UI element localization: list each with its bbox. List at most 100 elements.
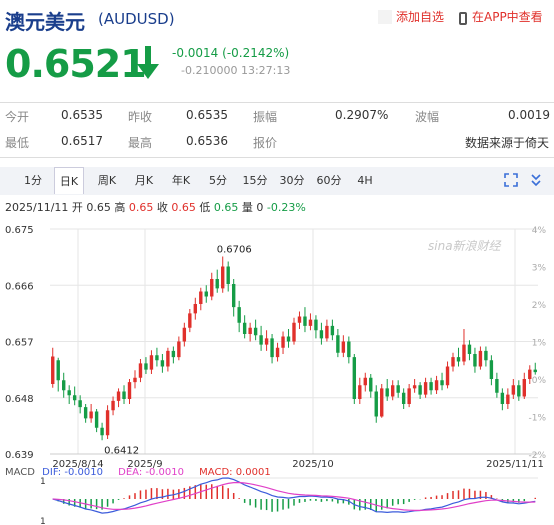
macd-dea-line — [52, 481, 536, 511]
macd-value: MACD: 0.0001 — [199, 467, 271, 478]
x-axis-labels: 2025/8/14 2025/9 2025/10 2025/11/11 — [52, 459, 543, 470]
candle-body — [511, 385, 516, 395]
macd-axis-bottom: 1 — [40, 517, 46, 525]
candle-body — [270, 338, 274, 358]
ohlc-open: 0.65 — [86, 201, 111, 214]
tab-5min[interactable]: 5分 — [209, 174, 227, 187]
candle-body — [369, 377, 373, 392]
pct-tick-label: 4% — [532, 226, 547, 236]
ohlc-volume: 0 — [256, 201, 264, 214]
candle-body — [242, 322, 247, 334]
pct-tick-label: -2% — [528, 451, 546, 461]
stat-label-prev-close: 昨收 — [128, 110, 153, 124]
candle-body — [259, 335, 263, 345]
candle-body — [127, 382, 132, 399]
x-axis-label: 2025/11/11 — [486, 459, 544, 470]
ohlc-readout: 2025/11/11 开 0.65 高 0.65 收 0.65 低 0.65 量… — [5, 199, 306, 215]
candle-body — [478, 350, 483, 367]
candle-body — [231, 284, 236, 308]
ohlc-date: 2025/11/11 — [5, 201, 69, 214]
candle-body — [253, 327, 258, 336]
candle-body — [385, 388, 389, 397]
candle-body — [149, 355, 154, 370]
watermark-text: sina新浪财经 — [428, 239, 503, 253]
candle-body — [62, 380, 66, 391]
stat-label-amplitude: 振幅 — [253, 110, 278, 124]
tab-yearly[interactable]: 年K — [171, 174, 191, 187]
macd-legend: MACD DIF: -0.0010 DEA: -0.0010 MACD: 0.0… — [5, 467, 271, 478]
tab-1min[interactable]: 1分 — [24, 174, 42, 187]
add-watchlist-button[interactable]: 添加自选 — [378, 8, 444, 25]
tab-30min[interactable]: 30分 — [279, 174, 305, 187]
candle-body — [83, 407, 88, 419]
stat-label-high: 最高 — [128, 136, 153, 150]
candle-body — [248, 327, 252, 334]
pct-tick-label: 1% — [532, 339, 547, 349]
ohlc-low-label: 低 — [199, 201, 211, 214]
stat-value-prev-close: 0.6535 — [186, 108, 228, 122]
stat-value-low: 0.6517 — [61, 134, 103, 148]
candle-body — [182, 327, 187, 342]
ohlc-vol-label: 量 — [241, 201, 253, 214]
tab-15min[interactable]: 15分 — [242, 174, 268, 187]
collapse-icon[interactable] — [530, 173, 542, 187]
candle-body — [341, 341, 346, 353]
ohlc-open-label: 开 — [71, 201, 83, 214]
open-in-app-button[interactable]: 在APP中查看 — [459, 8, 543, 25]
candle-body — [500, 392, 505, 404]
candle-body — [264, 338, 269, 345]
add-watchlist-label: 添加自选 — [396, 10, 445, 24]
candle-body — [210, 279, 214, 297]
macd-dea: DEA: -0.0010 — [118, 467, 184, 478]
candle-body — [330, 325, 335, 336]
tab-4h[interactable]: 4H — [357, 174, 373, 187]
y-tick-label: 0.675 — [5, 225, 34, 236]
candle-body — [418, 385, 422, 395]
tab-monthly[interactable]: 月K — [134, 174, 154, 187]
stat-label-quote: 报价 — [253, 136, 278, 150]
candle-body — [204, 291, 208, 297]
candle-body — [193, 304, 198, 314]
candle-body — [155, 355, 159, 361]
open-in-app-label: 在APP中查看 — [472, 10, 543, 24]
candle-body — [336, 335, 340, 353]
candle-body — [308, 319, 313, 326]
y-tick-label: 0.657 — [5, 338, 34, 349]
kline-chart[interactable]: 0.675 0.666 0.657 0.648 0.639 4% 3% 2% 1% 0% -1% -… — [0, 212, 554, 525]
macd-axis-top: 1 — [40, 477, 46, 487]
candle-body — [319, 330, 324, 339]
candle-body — [484, 350, 488, 361]
candle-body — [489, 360, 494, 379]
candle-body — [506, 394, 510, 404]
candle-body — [412, 385, 417, 389]
tab-60min[interactable]: 60分 — [316, 174, 342, 187]
candle-body — [522, 379, 526, 397]
candle-body — [116, 391, 121, 401]
ohlc-low: 0.65 — [213, 201, 239, 214]
candle-body — [281, 336, 285, 348]
fullscreen-icon[interactable] — [504, 173, 518, 187]
candle-body — [456, 357, 461, 362]
ohlc-high-label: 高 — [114, 201, 126, 214]
tab-weekly[interactable]: 周K — [97, 174, 117, 187]
candle-body — [171, 350, 176, 358]
candle-body — [221, 266, 225, 289]
price-change: -0.0014 (-0.2142%) — [172, 46, 290, 60]
x-axis-label: 2025/10 — [292, 459, 334, 470]
stat-value-high: 0.6536 — [186, 134, 228, 148]
macd-dif: DIF: -0.0010 — [42, 467, 103, 478]
candle-body — [78, 400, 82, 408]
price-change-time: -0.210000 13:27:13 — [181, 64, 291, 77]
tab-daily[interactable]: 日K — [54, 167, 84, 194]
macd-dif-line — [52, 477, 536, 514]
candle-body — [401, 392, 406, 404]
candle-body — [445, 366, 450, 386]
candle-body — [325, 325, 329, 339]
candle-body — [133, 377, 137, 383]
x-axis-label: 2025/8/14 — [52, 459, 103, 470]
candle-body — [473, 354, 477, 367]
candle-body — [199, 291, 203, 304]
candle-body — [380, 388, 384, 417]
stats-panel: 今开 0.6535 昨收 0.6535 振幅 0.2907% 波幅 0.0019… — [0, 102, 554, 158]
low-annotation: 0.6412 — [104, 445, 139, 456]
